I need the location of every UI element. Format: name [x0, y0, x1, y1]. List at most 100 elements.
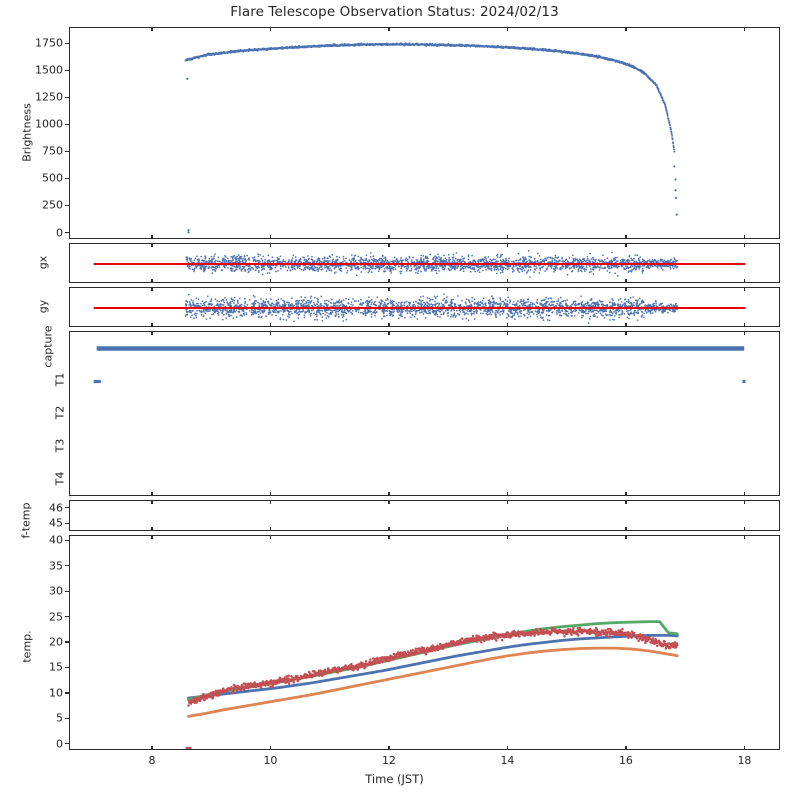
ytick-mark: [65, 565, 69, 567]
xtick-mark: [388, 27, 390, 31]
xtick-mark: [388, 746, 390, 750]
xtick-mark: [743, 500, 746, 504]
ytick-mark: [65, 177, 69, 180]
xtick-mark: [388, 235, 390, 239]
temp-axis-label: temp.: [20, 630, 34, 663]
ytick-label: 1750: [35, 36, 63, 50]
ytick-mark: [65, 123, 69, 125]
ytick-mark: [65, 150, 69, 152]
xtick-mark: [388, 527, 390, 531]
xtick-mark: [506, 279, 509, 283]
xtick-mark: [625, 287, 627, 291]
ytick-label: 500: [42, 171, 63, 185]
ytick-label: 46: [49, 501, 63, 515]
ytick-mark: [65, 717, 69, 719]
xtick-mark: [151, 535, 153, 539]
xtick-mark: [743, 492, 746, 496]
ytick-label: 0: [56, 737, 63, 751]
xtick-mark: [269, 500, 272, 504]
row-label-t4: T4: [53, 471, 67, 485]
xtick-mark: [506, 287, 509, 291]
xtick-mark: [151, 27, 153, 31]
gy-plot-area: [93, 293, 746, 324]
ytick-mark: [65, 96, 69, 98]
xtick-mark: [506, 492, 509, 496]
ytick-label: 250: [42, 198, 63, 212]
ytick-mark: [65, 666, 69, 669]
ytick-mark: [65, 42, 69, 44]
ytick-label: 25: [49, 610, 63, 624]
xtick-mark: [625, 746, 627, 750]
xtick-label: 18: [737, 754, 752, 767]
xtick-mark: [743, 243, 746, 247]
capture-plot-area: [93, 346, 746, 384]
ytick-label: 0: [56, 226, 63, 239]
xtick-mark: [151, 235, 153, 239]
xtick-mark: [743, 535, 746, 539]
xtick-mark: [625, 500, 627, 504]
xtick-mark: [625, 243, 627, 247]
ytick-label: 750: [42, 144, 63, 158]
ytick-mark: [65, 522, 69, 524]
gx-plot-area: [93, 249, 746, 278]
ytick-mark: [65, 507, 69, 509]
xtick-mark: [388, 492, 390, 496]
xtick-mark: [625, 535, 627, 539]
xtick-mark: [625, 27, 627, 31]
ytick-mark: [65, 641, 69, 643]
xtick-label: 14: [500, 754, 515, 767]
xtick-mark: [269, 287, 272, 291]
ytick-label: 45: [49, 516, 63, 530]
xtick-mark: [269, 527, 272, 531]
xtick-mark: [743, 323, 746, 327]
xtick-mark: [625, 279, 627, 283]
ytick-mark: [65, 69, 69, 71]
ytick-label: 10: [49, 686, 63, 700]
xtick-mark: [743, 746, 746, 750]
xtick-mark: [743, 27, 746, 31]
xtick-mark: [269, 323, 272, 327]
xtick-mark: [625, 323, 627, 327]
ytick-mark: [65, 539, 69, 541]
ytick-mark: [65, 590, 69, 592]
xtick-mark: [269, 279, 272, 283]
f-temp-axis-label: f-temp: [19, 502, 33, 539]
xtick-mark: [388, 323, 390, 327]
xtick-mark: [388, 500, 390, 504]
xtick-label: 16: [618, 754, 633, 767]
f-temp-plot-area: [70, 501, 780, 531]
xtick-mark: [506, 746, 509, 750]
x-axis-label: Time (JST): [365, 772, 424, 786]
ytick-label: 1000: [35, 117, 63, 131]
xtick-mark: [625, 527, 627, 531]
xtick-label: 12: [381, 754, 396, 767]
xtick-mark: [506, 527, 509, 531]
xtick-mark: [506, 235, 509, 239]
ytick-mark: [65, 232, 69, 234]
xtick-mark: [151, 500, 153, 504]
xtick-mark: [388, 243, 390, 247]
ytick-label: 20: [49, 635, 63, 649]
xtick-mark: [506, 243, 509, 247]
xtick-mark: [151, 331, 153, 335]
xtick-mark: [388, 287, 390, 291]
ytick-label: 1250: [35, 90, 63, 104]
xtick-mark: [151, 287, 153, 291]
xtick-label: 10: [263, 754, 278, 767]
ytick-label: 40: [49, 533, 63, 547]
page-title: Flare Telescope Observation Status: 2024…: [230, 4, 559, 20]
xtick-mark: [151, 492, 153, 496]
ytick-label: 30: [49, 584, 63, 598]
xtick-mark: [625, 492, 627, 496]
xtick-mark: [269, 492, 272, 496]
panel-temp: [69, 535, 780, 750]
panel-f-temp: [69, 500, 780, 531]
ytick-mark: [65, 204, 69, 207]
xtick-mark: [269, 235, 272, 239]
brightness-axis-label: Brightness: [20, 103, 34, 162]
ytick-label: 1500: [35, 63, 63, 77]
xtick-mark: [151, 279, 153, 283]
temp-plot-area: [185, 620, 679, 749]
xtick-mark: [743, 235, 746, 239]
panel-gx: [69, 243, 780, 283]
